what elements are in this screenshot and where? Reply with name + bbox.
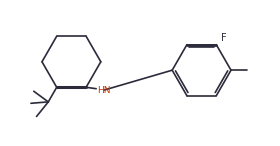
Text: HN: HN [97, 86, 110, 95]
Text: F: F [221, 33, 227, 44]
